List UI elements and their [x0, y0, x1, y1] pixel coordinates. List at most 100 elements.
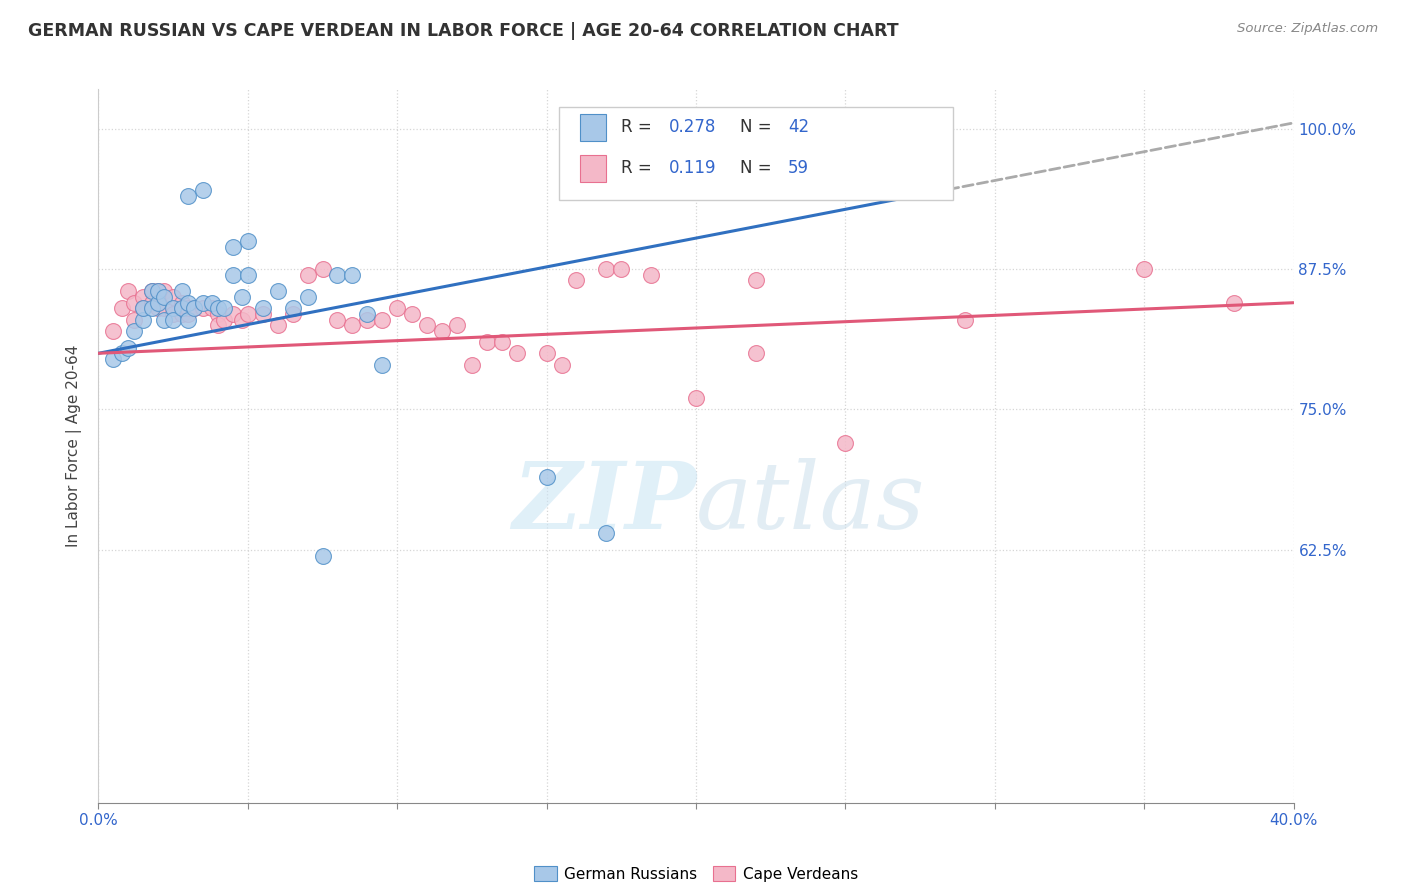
- Point: [1133, 262, 1156, 277]
- Point: [162, 301, 184, 316]
- Point: [894, 161, 917, 175]
- Point: [595, 262, 617, 277]
- Point: [148, 285, 170, 299]
- Point: [132, 301, 155, 316]
- Point: [172, 295, 194, 310]
- Point: [103, 324, 125, 338]
- Bar: [581, 155, 606, 182]
- Text: Source: ZipAtlas.com: Source: ZipAtlas.com: [1237, 22, 1378, 36]
- Point: [132, 290, 155, 304]
- Point: [461, 358, 484, 372]
- Point: [207, 318, 229, 333]
- Text: atlas: atlas: [696, 458, 925, 548]
- Text: 0.119: 0.119: [668, 159, 716, 177]
- Point: [153, 290, 176, 304]
- Y-axis label: In Labor Force | Age 20-64: In Labor Force | Age 20-64: [66, 345, 83, 547]
- Point: [212, 301, 235, 316]
- Point: [236, 268, 259, 282]
- Point: [111, 346, 134, 360]
- Text: N =: N =: [740, 159, 778, 177]
- Point: [326, 312, 349, 326]
- Point: [183, 301, 205, 316]
- Point: [148, 285, 170, 299]
- Point: [231, 290, 253, 304]
- Point: [177, 301, 200, 316]
- Point: [148, 295, 170, 310]
- Point: [506, 346, 529, 360]
- Point: [191, 301, 214, 316]
- Point: [117, 341, 139, 355]
- Point: [201, 301, 224, 316]
- Point: [430, 324, 453, 338]
- Point: [745, 273, 768, 287]
- Point: [117, 285, 139, 299]
- Point: [132, 301, 155, 316]
- Point: [177, 307, 200, 321]
- Text: GERMAN RUSSIAN VS CAPE VERDEAN IN LABOR FORCE | AGE 20-64 CORRELATION CHART: GERMAN RUSSIAN VS CAPE VERDEAN IN LABOR …: [28, 22, 898, 40]
- Point: [1223, 295, 1246, 310]
- Point: [595, 526, 617, 541]
- Point: [124, 312, 146, 326]
- Point: [326, 268, 349, 282]
- Text: ZIP: ZIP: [512, 458, 696, 548]
- Text: R =: R =: [620, 159, 657, 177]
- Point: [207, 307, 229, 321]
- Text: N =: N =: [740, 118, 778, 136]
- Point: [124, 324, 146, 338]
- Point: [177, 189, 200, 203]
- Point: [236, 234, 259, 248]
- Text: 42: 42: [787, 118, 808, 136]
- Text: 0.278: 0.278: [668, 118, 716, 136]
- Point: [162, 290, 184, 304]
- Point: [446, 318, 468, 333]
- Point: [132, 312, 155, 326]
- Point: [342, 318, 364, 333]
- Point: [356, 312, 378, 326]
- Point: [236, 307, 259, 321]
- Point: [207, 301, 229, 316]
- Point: [685, 391, 707, 405]
- Point: [745, 346, 768, 360]
- Point: [311, 262, 333, 277]
- Point: [297, 268, 319, 282]
- Point: [201, 295, 224, 310]
- Point: [834, 436, 856, 450]
- Point: [222, 239, 245, 253]
- Point: [416, 318, 439, 333]
- Point: [356, 307, 378, 321]
- Point: [177, 295, 200, 310]
- Point: [148, 301, 170, 316]
- Point: [953, 312, 976, 326]
- Legend: German Russians, Cape Verdeans: German Russians, Cape Verdeans: [527, 860, 865, 888]
- Point: [191, 183, 214, 197]
- Point: [141, 295, 163, 310]
- Point: [491, 334, 513, 349]
- Point: [565, 273, 588, 287]
- Point: [141, 285, 163, 299]
- Point: [183, 301, 205, 316]
- Point: [281, 307, 304, 321]
- Point: [252, 301, 274, 316]
- Point: [640, 268, 662, 282]
- Point: [191, 295, 214, 310]
- Point: [281, 301, 304, 316]
- Bar: [581, 114, 606, 141]
- Point: [475, 334, 498, 349]
- Point: [141, 301, 163, 316]
- Point: [385, 301, 409, 316]
- Point: [103, 351, 125, 366]
- Point: [212, 312, 235, 326]
- Point: [371, 312, 394, 326]
- Point: [172, 307, 194, 321]
- Point: [153, 312, 176, 326]
- Point: [172, 285, 194, 299]
- Point: [536, 346, 558, 360]
- Point: [550, 358, 572, 372]
- Point: [297, 290, 319, 304]
- Point: [162, 312, 184, 326]
- Point: [252, 307, 274, 321]
- Point: [153, 285, 176, 299]
- Point: [124, 295, 146, 310]
- Point: [162, 307, 184, 321]
- Text: R =: R =: [620, 118, 657, 136]
